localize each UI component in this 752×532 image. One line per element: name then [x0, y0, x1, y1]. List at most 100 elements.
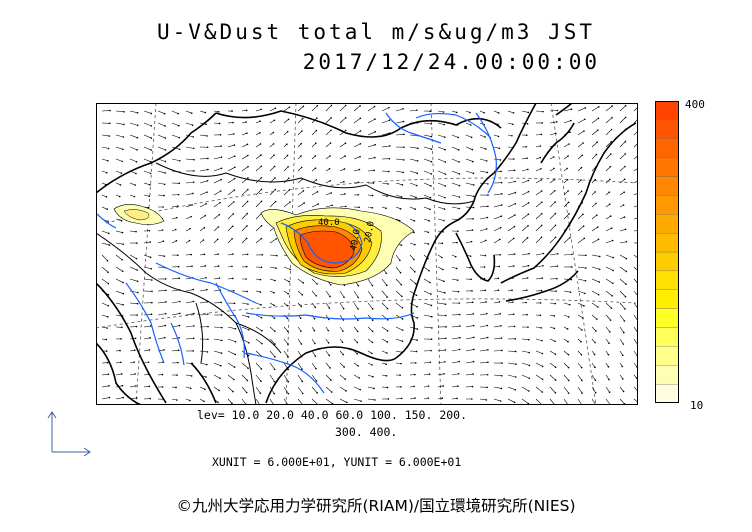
wind-vector-head — [512, 112, 515, 114]
wind-vector — [451, 398, 458, 400]
wind-vector — [577, 238, 585, 244]
wind-vector — [465, 361, 474, 364]
wind-vector-head — [314, 342, 316, 345]
wind-vector-head — [248, 329, 250, 331]
wind-vector-head — [513, 401, 516, 404]
wind-vector-head — [357, 181, 360, 184]
wind-vector — [101, 314, 108, 318]
wind-vector-head — [164, 160, 167, 163]
wind-vector — [381, 119, 390, 124]
wind-vector-head — [259, 392, 262, 394]
wind-vector — [171, 122, 179, 127]
wind-vector-head — [344, 117, 347, 119]
wind-vector — [577, 302, 585, 307]
wind-vector — [227, 133, 234, 136]
wind-vector — [171, 349, 179, 352]
wind-vector — [479, 361, 488, 364]
wind-vector-head — [581, 154, 584, 157]
wind-vector-head — [457, 230, 459, 232]
wind-vector-head — [107, 282, 110, 285]
colorbar-step — [655, 270, 679, 290]
wind-vector — [115, 266, 123, 272]
wind-vector-head — [136, 136, 139, 139]
wind-vector-head — [416, 160, 419, 162]
wind-vector — [353, 398, 362, 402]
wind-vector — [577, 142, 584, 148]
wind-vector — [423, 290, 431, 295]
wind-vector — [255, 201, 262, 208]
wind-vector-head — [569, 131, 571, 133]
wind-vector — [115, 110, 124, 113]
wind-vector-head — [542, 264, 544, 267]
wind-vector-head — [372, 182, 375, 184]
wind-vector-head — [416, 305, 418, 308]
wind-vector-head — [216, 238, 219, 241]
wind-vector-head — [584, 107, 587, 109]
wind-vector-head — [625, 240, 628, 243]
wind-vector-head — [245, 391, 248, 394]
wind-vector — [255, 326, 263, 331]
wind-vector — [171, 134, 180, 138]
colorbar-max-label: 400 — [685, 98, 705, 111]
wind-vector-head — [232, 253, 234, 255]
wind-vector-head — [582, 213, 584, 216]
wind-vector — [591, 239, 599, 244]
wind-vector-head — [455, 267, 458, 270]
wind-vector-head — [247, 316, 250, 318]
wind-vector — [549, 374, 556, 381]
wind-vector-head — [473, 336, 475, 339]
wind-vector-head — [567, 340, 569, 343]
wind-vector — [521, 253, 530, 256]
wind-vector-head — [441, 256, 443, 259]
wind-vector — [367, 290, 373, 298]
wind-vector — [311, 290, 317, 296]
wind-vector — [213, 226, 219, 232]
wind-vector-head — [597, 306, 599, 308]
wind-vector-head — [567, 190, 569, 192]
wind-vector-head — [526, 122, 529, 125]
wind-vector — [101, 206, 108, 210]
wind-vector-head — [276, 254, 278, 257]
wind-vector — [633, 350, 638, 356]
wind-vector-head — [541, 339, 543, 342]
wind-vector — [325, 105, 332, 112]
wind-vector — [157, 182, 165, 185]
wind-vector-head — [554, 302, 557, 305]
wind-vector-head — [623, 320, 626, 322]
wind-vector — [297, 362, 303, 370]
wind-vector-head — [385, 363, 387, 366]
wind-vector — [171, 398, 177, 401]
wind-vector — [227, 178, 235, 184]
wind-vector — [129, 182, 136, 186]
wind-vector — [213, 202, 221, 208]
rivers — [96, 112, 497, 394]
wind-vector-head — [500, 337, 503, 339]
wind-vector — [493, 227, 501, 232]
wind-vector-head — [220, 156, 223, 159]
wind-vector — [115, 242, 124, 245]
wind-vector — [367, 157, 375, 160]
wind-vector — [227, 144, 235, 148]
wind-vector — [549, 121, 557, 124]
wind-vector-head — [541, 365, 544, 368]
wind-vector-head — [175, 216, 178, 219]
wind-vector-head — [260, 237, 263, 240]
wind-vector-head — [541, 391, 543, 393]
wind-vector-head — [177, 254, 179, 256]
wind-vector — [535, 168, 542, 172]
wind-vector-head — [122, 303, 124, 306]
wind-vector-head — [108, 385, 110, 387]
wind-vector — [507, 362, 516, 365]
wind-vector-head — [540, 190, 543, 192]
wind-vector — [605, 302, 612, 309]
wind-vector — [339, 350, 344, 355]
wind-vector — [577, 314, 584, 319]
wind-vector-head — [193, 170, 195, 172]
wind-vector-head — [595, 202, 597, 205]
wind-vector-head — [429, 281, 431, 284]
wind-vector-head — [327, 329, 330, 332]
wind-vector-head — [178, 324, 181, 327]
wind-vector — [619, 105, 626, 112]
wind-vector-head — [373, 387, 375, 390]
wind-vector-head — [233, 177, 236, 180]
